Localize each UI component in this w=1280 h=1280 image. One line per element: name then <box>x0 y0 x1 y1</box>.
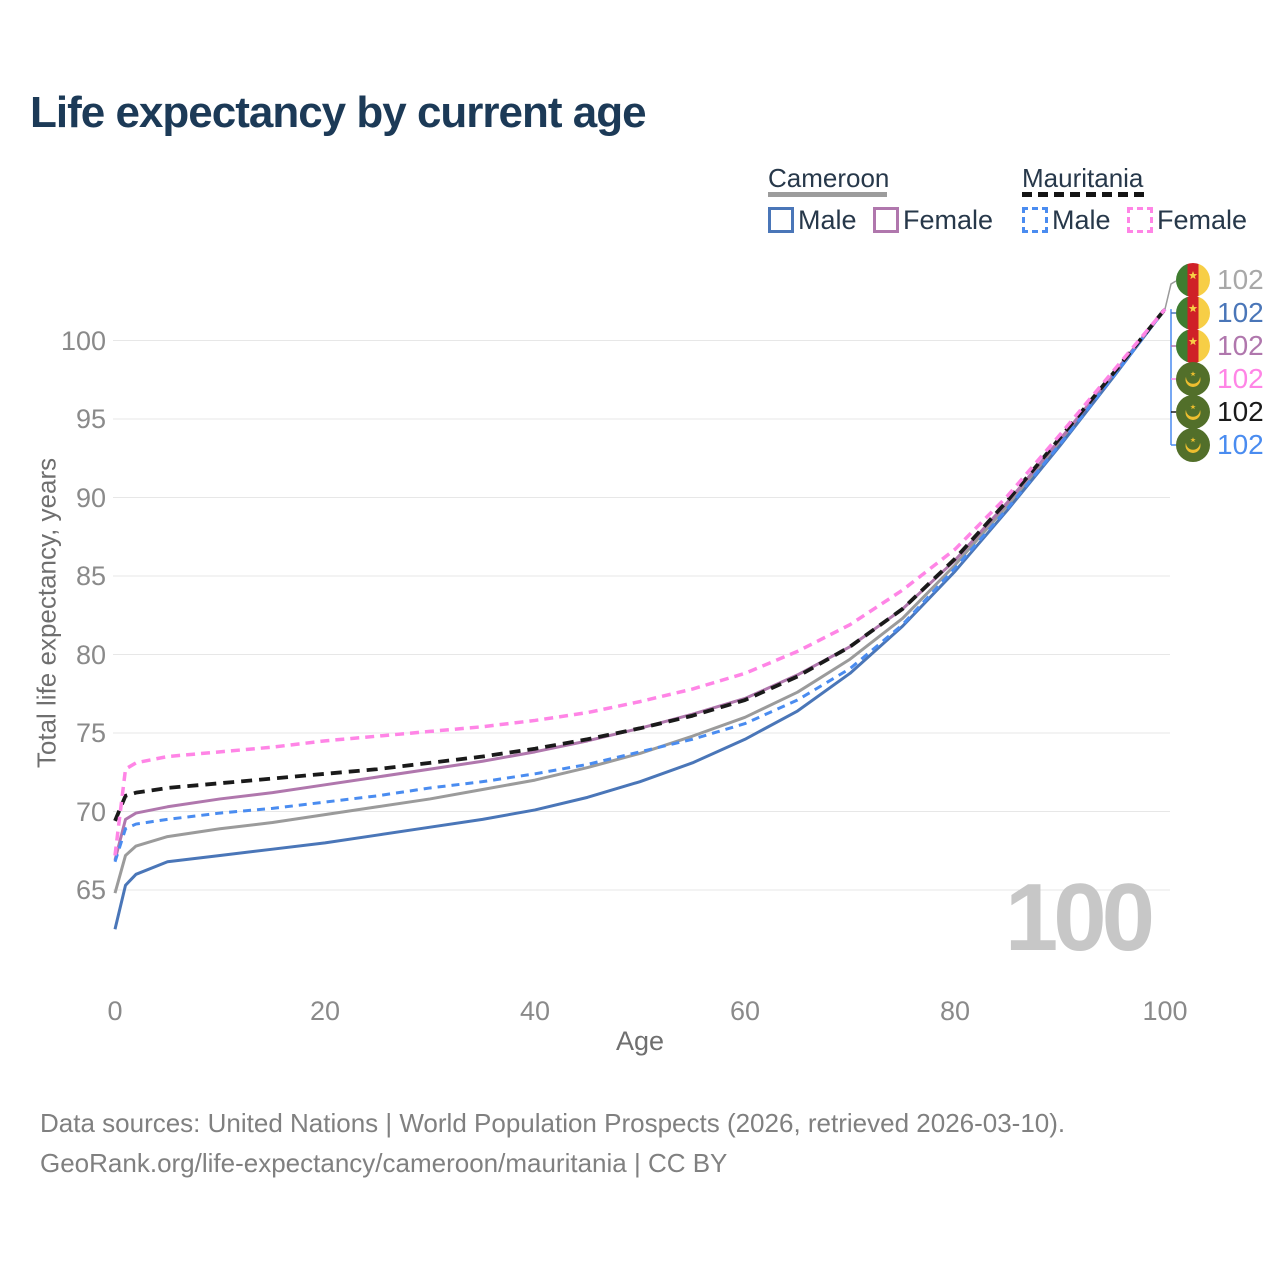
end-label-mauritania-3[interactable]: 102 <box>1176 362 1264 396</box>
cameroon-flag-icon <box>1176 296 1210 330</box>
x-tick-40: 40 <box>519 996 551 1026</box>
mauritania-flag-icon <box>1176 362 1210 396</box>
x-tick-20: 20 <box>309 996 341 1026</box>
x-tick-80: 80 <box>939 996 971 1026</box>
series-line-cameroon-female <box>113 308 1167 861</box>
end-label-value: 102 <box>1217 297 1264 328</box>
legend-group-mauritania: Mauritania <box>1022 163 1144 193</box>
legend-swatch-mauritania-male[interactable] <box>1022 207 1048 233</box>
legend-label-mauritania-female[interactable]: Female <box>1157 205 1248 235</box>
page-title: Life expectancy by current age <box>30 88 647 137</box>
age-counter-watermark: 100 <box>1004 864 1155 971</box>
footer-attribution-url: GeoRank.org/life-expectancy/cameroon/mau… <box>40 1148 728 1178</box>
y-axis-title: Total life expectancy, years <box>31 457 62 769</box>
cameroon-flag-icon <box>1176 329 1210 363</box>
series-line-cameroon-male <box>113 308 1167 930</box>
y-tick-65: 65 <box>75 875 106 905</box>
series-line-mauritania-female <box>113 307 1167 856</box>
legend-label-cameroon-male[interactable]: Male <box>798 205 857 235</box>
legend-swatch-cameroon-female[interactable] <box>873 207 899 233</box>
series-line-mauritania-both-sexes <box>113 307 1167 822</box>
y-tick-85: 85 <box>75 561 106 591</box>
y-tick-80: 80 <box>75 639 106 670</box>
end-label-mauritania-4[interactable]: 102 <box>1176 395 1264 429</box>
legend-swatch-cameroon-male[interactable] <box>768 207 794 233</box>
legend-swatch-mauritania-female[interactable] <box>1127 207 1153 233</box>
end-label-cameroon-0[interactable]: 102 <box>1176 263 1264 297</box>
end-label-cameroon-1[interactable]: 102 <box>1176 296 1264 330</box>
end-label-mauritania-5[interactable]: 102 <box>1176 428 1264 462</box>
series-line-cameroon-both-sexes <box>113 308 1167 894</box>
x-tick-0: 0 <box>107 996 123 1026</box>
x-tick-60: 60 <box>729 996 761 1026</box>
end-label-value: 102 <box>1217 330 1264 361</box>
y-tick-100: 100 <box>60 325 106 356</box>
end-label-cameroon-2[interactable]: 102 <box>1176 329 1264 363</box>
y-tick-95: 95 <box>75 404 106 434</box>
legend-group-cameroon: Cameroon <box>768 163 890 193</box>
y-tick-90: 90 <box>75 482 106 513</box>
end-label-value: 102 <box>1217 264 1264 295</box>
mauritania-flag-icon <box>1176 428 1210 462</box>
legend-label-mauritania-male[interactable]: Male <box>1052 205 1111 235</box>
legend-underline-mauritania <box>1022 192 1147 197</box>
end-label-value: 102 <box>1217 429 1264 460</box>
series-line-mauritania-male <box>113 308 1167 863</box>
mauritania-flag-icon <box>1176 395 1210 429</box>
y-tick-75: 75 <box>75 718 106 748</box>
legend-underline-cameroon <box>768 192 887 197</box>
leader-line-top <box>1164 280 1177 310</box>
y-tick-70: 70 <box>75 796 106 827</box>
x-tick-100: 100 <box>1142 996 1188 1026</box>
footer-data-sources: Data sources: United Nations | World Pop… <box>40 1108 1066 1138</box>
legend-label-cameroon-female[interactable]: Female <box>903 205 994 235</box>
x-axis-title: Age <box>615 1026 665 1056</box>
end-label-value: 102 <box>1217 396 1264 427</box>
cameroon-flag-icon <box>1176 263 1210 297</box>
end-label-value: 102 <box>1217 363 1264 394</box>
